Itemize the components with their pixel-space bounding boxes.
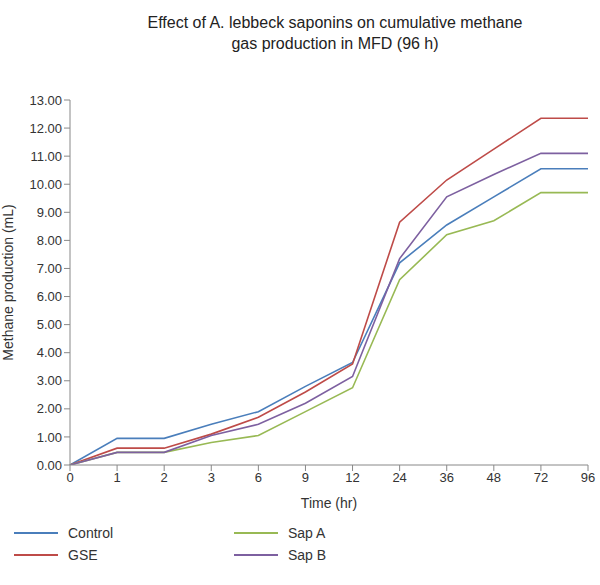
svg-text:1.00: 1.00	[37, 430, 62, 445]
svg-text:96: 96	[581, 470, 592, 485]
svg-text:48: 48	[487, 470, 501, 485]
svg-text:11.00: 11.00	[30, 149, 62, 164]
svg-text:8.00: 8.00	[37, 233, 62, 248]
svg-text:36: 36	[439, 470, 453, 485]
svg-text:13.00: 13.00	[29, 93, 62, 108]
svg-text:72: 72	[534, 470, 548, 485]
html-text:Sap B: Sap B	[288, 547, 327, 563]
svg-text:4.00: 4.00	[37, 345, 62, 360]
svg-text:12.00: 12.00	[29, 121, 62, 136]
svg-text:12: 12	[345, 470, 359, 485]
svg-text:2: 2	[161, 470, 168, 485]
svg-text:9: 9	[302, 470, 309, 485]
svg-text:2.00: 2.00	[37, 401, 62, 416]
svg-text:7.00: 7.00	[37, 261, 62, 276]
html-text:Sap A: Sap A	[288, 525, 326, 541]
html-text:GSE: GSE	[68, 547, 98, 563]
svg-text:3.00: 3.00	[37, 373, 62, 388]
svg-text:6.00: 6.00	[37, 289, 62, 304]
svg-text:1: 1	[113, 470, 120, 485]
svg-text:3: 3	[208, 470, 215, 485]
svg-text:24: 24	[392, 470, 406, 485]
svg-text:10.00: 10.00	[29, 177, 62, 192]
html-text:Control: Control	[68, 525, 114, 541]
svg-text:Time (hr): Time (hr)	[301, 495, 357, 511]
svg-text:0: 0	[66, 470, 73, 485]
svg-text:9.00: 9.00	[37, 205, 62, 220]
html-text:Effect of A. lebbeck saponins: Effect of A. lebbeck saponins on cumulat…	[147, 14, 523, 52]
svg-text:Methane production (mL): Methane production (mL)	[8, 204, 16, 360]
svg-text:6: 6	[255, 470, 262, 485]
svg-text:5.00: 5.00	[37, 317, 62, 332]
svg-text:0.00: 0.00	[37, 458, 62, 473]
